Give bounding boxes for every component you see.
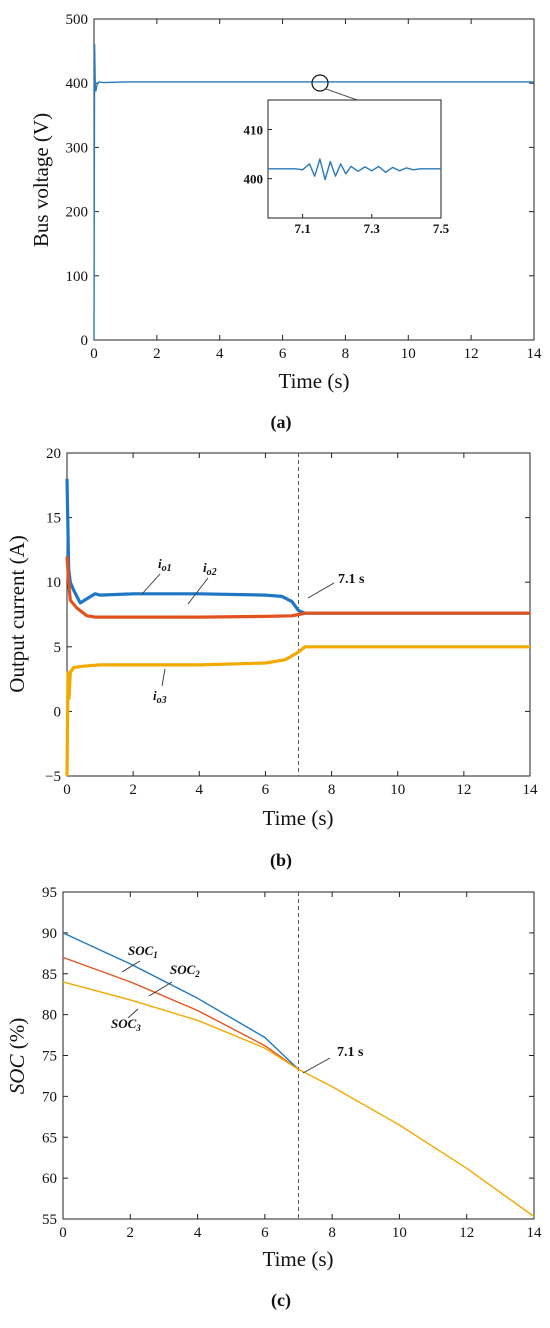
x-tick-label: 8 [342, 346, 350, 362]
inset-x-tick-label: 7.1 [294, 221, 310, 236]
x-tick-label: 12 [456, 782, 471, 798]
x-tick-label: 14 [527, 1225, 543, 1241]
panel-a-xlabel: Time (s) [279, 369, 350, 393]
series-line-soc3 [62, 981, 535, 1218]
soc2-pointer [148, 981, 173, 997]
panel-c-ylabel: SOC (%) [5, 1018, 29, 1094]
panel-c-xlabel: Time (s) [263, 1247, 334, 1271]
io1-pointer [141, 573, 161, 595]
y-tick-label: 0 [81, 333, 89, 349]
y-tick-label: 90 [42, 926, 57, 942]
io2-label: io2 [203, 560, 217, 578]
y-tick-label: 20 [46, 446, 61, 462]
x-tick-label: 4 [216, 346, 224, 362]
y-tick-label: 15 [46, 511, 61, 527]
x-tick-label: 2 [153, 346, 161, 362]
x-tick-label: 8 [328, 782, 336, 798]
series-line-io3 [65, 645, 530, 777]
x-tick-label: 10 [390, 782, 405, 798]
y-tick-label: 70 [42, 1089, 57, 1105]
x-tick-label: 8 [328, 1225, 336, 1241]
c-event-label: 7.1 s [337, 1045, 364, 1060]
io2-annotation: io2 [187, 560, 217, 605]
x-tick-label: 14 [523, 782, 539, 798]
x-tick-label: 2 [129, 782, 137, 798]
x-tick-label: 12 [459, 1225, 474, 1241]
y-tick-label: 60 [42, 1171, 57, 1187]
io3-label: io3 [153, 688, 167, 706]
x-tick-label: 10 [401, 346, 416, 362]
inset-frame [267, 99, 442, 219]
y-tick-label: 85 [42, 967, 57, 983]
soc3-label: SOC3 [111, 1016, 141, 1033]
y-tick-label: 95 [42, 885, 57, 901]
y-tick-label: 5 [54, 640, 62, 656]
soc3-annotation: SOC3 [111, 1008, 141, 1033]
y-tick-label: 400 [66, 76, 89, 92]
series-line-io1 [65, 478, 530, 615]
b-event-pointer [307, 582, 335, 599]
panel-b-ylabel: Output current (A) [5, 535, 29, 692]
panel-b-xlabel: Time (s) [263, 806, 334, 830]
panel-c-caption: (c) [271, 1290, 291, 1311]
series-line-panel-a-0 [93, 44, 534, 341]
panel-a-ylabel: Bus voltage (V) [29, 113, 53, 247]
x-tick-label: 0 [59, 1225, 67, 1241]
io1-label: io1 [158, 556, 172, 574]
x-tick-label: 4 [194, 1225, 202, 1241]
x-tick-label: 0 [63, 782, 71, 798]
inset-x-tick-label: 7.5 [433, 221, 450, 236]
series-line-io2 [65, 556, 530, 619]
y-tick-label: 75 [42, 1049, 57, 1065]
x-tick-label: 14 [527, 346, 543, 362]
x-tick-label: 6 [279, 346, 287, 362]
x-tick-label: 6 [262, 782, 270, 798]
soc3-pointer [127, 1008, 139, 1019]
b-event-label: 7.1 s [338, 572, 365, 587]
inset-y-tick-label: 400 [244, 172, 264, 187]
c-event-pointer [302, 1057, 331, 1074]
panel-b-caption: (b) [270, 850, 292, 871]
soc2-annotation: SOC2 [148, 962, 200, 997]
y-tick-label: 300 [66, 140, 89, 156]
y-tick-label: 200 [66, 205, 89, 221]
x-tick-label: 0 [90, 346, 98, 362]
series-line-soc2 [62, 956, 299, 1070]
x-tick-label: 2 [127, 1225, 135, 1241]
y-tick-label: 55 [42, 1212, 57, 1228]
y-tick-label: −5 [45, 769, 61, 785]
soc1-label: SOC1 [128, 943, 158, 960]
y-tick-label: 500 [66, 12, 89, 28]
panel-c-soc: 55 60 65 70 75 80 85 90 95 0 2 4 6 8 10 12 14 SOC (%) T… [5, 885, 542, 1311]
x-tick-label: 12 [464, 346, 479, 362]
inset-x-tick-label: 7.3 [364, 221, 381, 236]
x-tick-label: 4 [196, 782, 204, 798]
series-line-soc1 [62, 932, 299, 1070]
x-tick-label: 6 [261, 1225, 269, 1241]
y-tick-label: 10 [46, 575, 61, 591]
zoom-pointer-arrow [325, 88, 361, 102]
io3-pointer [161, 668, 166, 687]
y-tick-label: 100 [66, 269, 89, 285]
soc2-label: SOC2 [170, 962, 200, 979]
inset-y-tick-label: 410 [244, 123, 264, 138]
soc1-pointer [121, 960, 141, 973]
x-tick-label: 10 [392, 1225, 407, 1241]
inset-series-line [268, 158, 441, 181]
io3-annotation: io3 [153, 668, 167, 706]
io1-annotation: io1 [141, 556, 172, 595]
zoom-marker-circle [311, 74, 329, 92]
c-event-annotation: 7.1 s [302, 1045, 364, 1074]
y-tick-label: 0 [54, 704, 62, 720]
inset-zoom: 7.1 7.3 7.5 400 410 [244, 99, 450, 236]
panel-a-bus-voltage: 0 100 200 300 400 500 0 2 4 6 8 10 12 14 Bus voltage… [29, 12, 542, 433]
y-tick-label: 65 [42, 1130, 57, 1146]
panel-a-caption: (a) [271, 412, 292, 433]
y-tick-label: 80 [42, 1008, 57, 1024]
soc1-annotation: SOC1 [121, 943, 158, 973]
b-event-annotation: 7.1 s [307, 572, 365, 599]
io2-pointer [187, 577, 209, 605]
